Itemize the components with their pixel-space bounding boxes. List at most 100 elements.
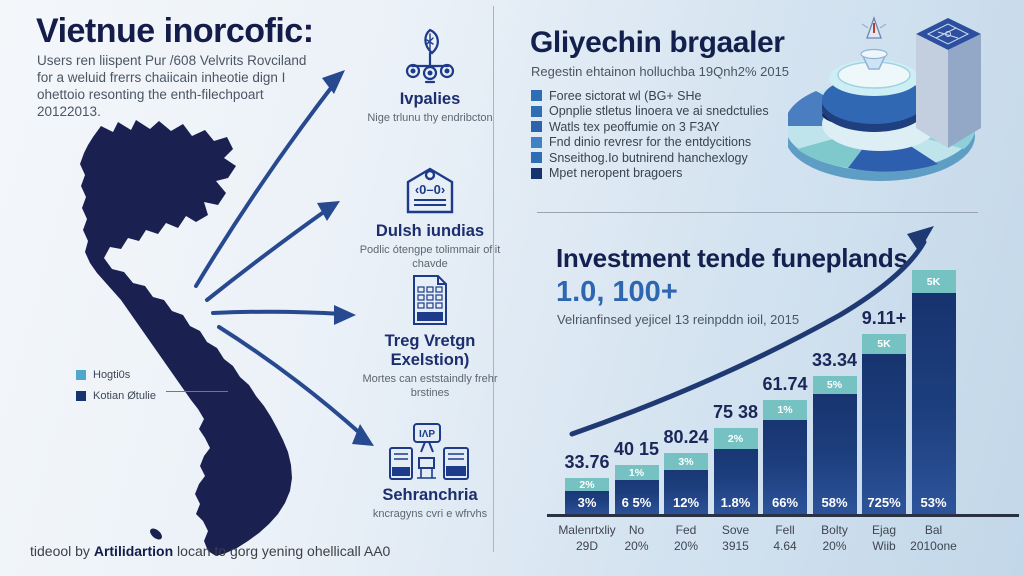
- legend-swatch: [531, 152, 542, 164]
- bar-segment-navy: 2% 1.8%: [713, 428, 758, 517]
- bar-segment-teal: 5K: [862, 334, 906, 354]
- legend-swatch: [76, 370, 86, 380]
- x-axis-tick-label: Bal 2010one: [910, 523, 957, 553]
- bar-value-label: 33.34: [811, 350, 858, 370]
- vietnam-map-silhouette: [80, 120, 292, 556]
- footer-note: tideool by Artilidartion locan to gorg y…: [30, 543, 390, 559]
- devices-icon: IΛP: [389, 423, 469, 480]
- trend-arrow: [569, 226, 934, 437]
- investment-stat: 1.0, 100+: [556, 276, 678, 308]
- bar-segment-teal: 5K: [911, 270, 956, 293]
- sector-legend-item: Snseithog.Io butnirend hanchexlogy: [531, 150, 769, 165]
- island-dot: [150, 528, 162, 540]
- map-legend-item: Kotian Øtulie: [76, 389, 156, 403]
- feature-title: Sehranchria: [382, 486, 478, 504]
- x-axis-tick-label: Fell 4.64: [773, 523, 797, 553]
- arrow-line-4: [217, 325, 364, 437]
- circuit-lines-icon: [926, 23, 970, 45]
- island-dot: [126, 295, 134, 301]
- investment-title: Investment tende funeplands: [556, 243, 908, 273]
- arrow-line-2: [205, 207, 330, 302]
- legend-label: Mpet neropent bragoers: [549, 166, 683, 181]
- arrow-head-icon: [322, 70, 345, 94]
- vietnam-map: [80, 70, 374, 556]
- bar-segment-navy: 3% 12%: [664, 453, 708, 517]
- bar-chart: 33.76 2% 3% 40 15 1% 6 5% 80.24 3% 12% 75 38 2% 1.8…: [545, 220, 1024, 570]
- sector-legend-item: Mpet neropent bragoers: [531, 166, 769, 181]
- bar-value-label: 33.76: [564, 452, 610, 472]
- investment-subtitle: Velrianfinsed yejicel 13 reinpddn ioil, …: [557, 312, 800, 327]
- bar-percent-label: 6 5%: [621, 495, 652, 510]
- intro-paragraph: Users ren liispent Pur /608 Velvrits Rov…: [37, 53, 307, 119]
- badge-icon: ‹0–0›: [406, 167, 454, 214]
- legend-swatch: [531, 90, 542, 101]
- legend-swatch: [531, 167, 542, 179]
- bar-segment-teal: 2%: [565, 478, 609, 491]
- sector-legend: Foree sictorat wl (BG+ SHe Opnplie stletu…: [531, 88, 769, 181]
- bar-value-label: 61.74: [762, 374, 808, 394]
- footer-suffix: locan to gorg yening ohellicall AA0: [173, 543, 391, 559]
- bar-percent-label: 12%: [672, 495, 700, 510]
- bar-percent-label: 725%: [867, 495, 901, 510]
- bar-segment-navy: 1% 66%: [763, 400, 807, 517]
- x-axis-tick-label: Bolty 20%: [821, 523, 848, 553]
- bar-value-label: 75 38: [712, 402, 759, 422]
- horizontal-divider: [537, 212, 978, 213]
- feature-block-4: IΛP Sehranchria kncragyns cvri e wfrvhs: [350, 422, 510, 522]
- footer-brand: Artilidartion: [93, 543, 174, 559]
- svg-text:IΛP: IΛP: [419, 429, 435, 440]
- bar-segment-teal: 2%: [713, 428, 758, 449]
- feature-block-3: Treg Vretgn Exelstion) Mortes can eststa…: [350, 274, 510, 400]
- 3d-tiered-chart-illustration: [788, 16, 981, 181]
- x-axis-tick-label: Malenrtxliy 29D: [558, 523, 616, 553]
- map-legend-item: Hogti0s: [76, 368, 156, 382]
- sector-legend-item: Watls tex peoffumie on 3 F3AY: [531, 120, 769, 134]
- feature-title: Treg Vretgn Exelstion): [384, 332, 476, 369]
- bar-value-label: 80.24: [663, 427, 709, 447]
- bar-segment-navy: 5K 53%: [911, 270, 956, 517]
- legend-label: Snseithog.Io butnirend hanchexlogy: [549, 150, 748, 165]
- x-axis-line: [547, 514, 1019, 517]
- legend-label: Opnplie stletus linoera ve ai snedctulie…: [549, 104, 769, 119]
- map-legend: Hogti0s Kotian Øtulie: [76, 368, 156, 403]
- feature-block-1: Ivpalies Nige trlunu thy endribcton: [350, 26, 510, 126]
- feature-subtitle: Mortes can eststaindly frehr brstines: [362, 373, 498, 399]
- legend-swatch: [76, 391, 86, 401]
- x-axis-tick-label: Sove 3915: [721, 523, 750, 553]
- arrow-head-icon: [352, 424, 374, 446]
- bar-percent-label: 58%: [821, 495, 848, 510]
- legend-swatch: [531, 121, 542, 133]
- x-axis-tick-label: No 20%: [624, 523, 649, 553]
- bar-percent-label: 1.8%: [720, 495, 751, 510]
- feature-subtitle: kncragyns cvri e wfrvhs: [372, 508, 488, 520]
- bar-percent-label: 53%: [920, 495, 947, 510]
- x-axis-tick-label: Fed 20%: [673, 523, 699, 553]
- feature-title: Ivpalies: [399, 90, 461, 108]
- bar-segment-navy: 5% 58%: [812, 376, 857, 517]
- bar-percent-label: 66%: [771, 495, 799, 510]
- feature-block-2: ‹0–0› Dulsh iundias Podlic ótengpe tolim…: [350, 166, 510, 271]
- arrow-line-3: [211, 309, 344, 316]
- bar-segment-navy: 1% 6 5%: [614, 465, 659, 517]
- legend-pointer-line: [166, 391, 228, 392]
- plant-scale-icon: [405, 28, 455, 84]
- section-subheading: Regestin ehtainon holluchba 19Qnh2% 2015: [531, 64, 790, 79]
- flow-arrows: [194, 82, 364, 437]
- legend-label: Kotian Øtulie: [93, 390, 156, 402]
- bar-segment-teal: 5%: [812, 376, 857, 394]
- legend-swatch: [531, 136, 542, 148]
- bar-segment-teal: 1%: [614, 465, 659, 480]
- legend-label: Foree sictorat wl (BG+ SHe: [549, 88, 702, 103]
- bar-value-label: 9.11+: [861, 308, 907, 328]
- bar-segment-teal: 3%: [664, 453, 708, 470]
- arrow-head-icon: [317, 201, 340, 221]
- arrow-line-1: [194, 82, 336, 288]
- bar-segment-navy: 5K 725%: [862, 334, 906, 517]
- document-grid-icon: [413, 275, 447, 325]
- arrow-head-icon: [334, 305, 356, 325]
- svg-text:‹0–0›: ‹0–0›: [415, 182, 445, 197]
- feature-subtitle: Nige trlunu thy endribcton: [367, 112, 493, 124]
- x-axis-tick-label: Ejag Wiib: [871, 523, 897, 553]
- trend-arrow-head-icon: [907, 226, 934, 252]
